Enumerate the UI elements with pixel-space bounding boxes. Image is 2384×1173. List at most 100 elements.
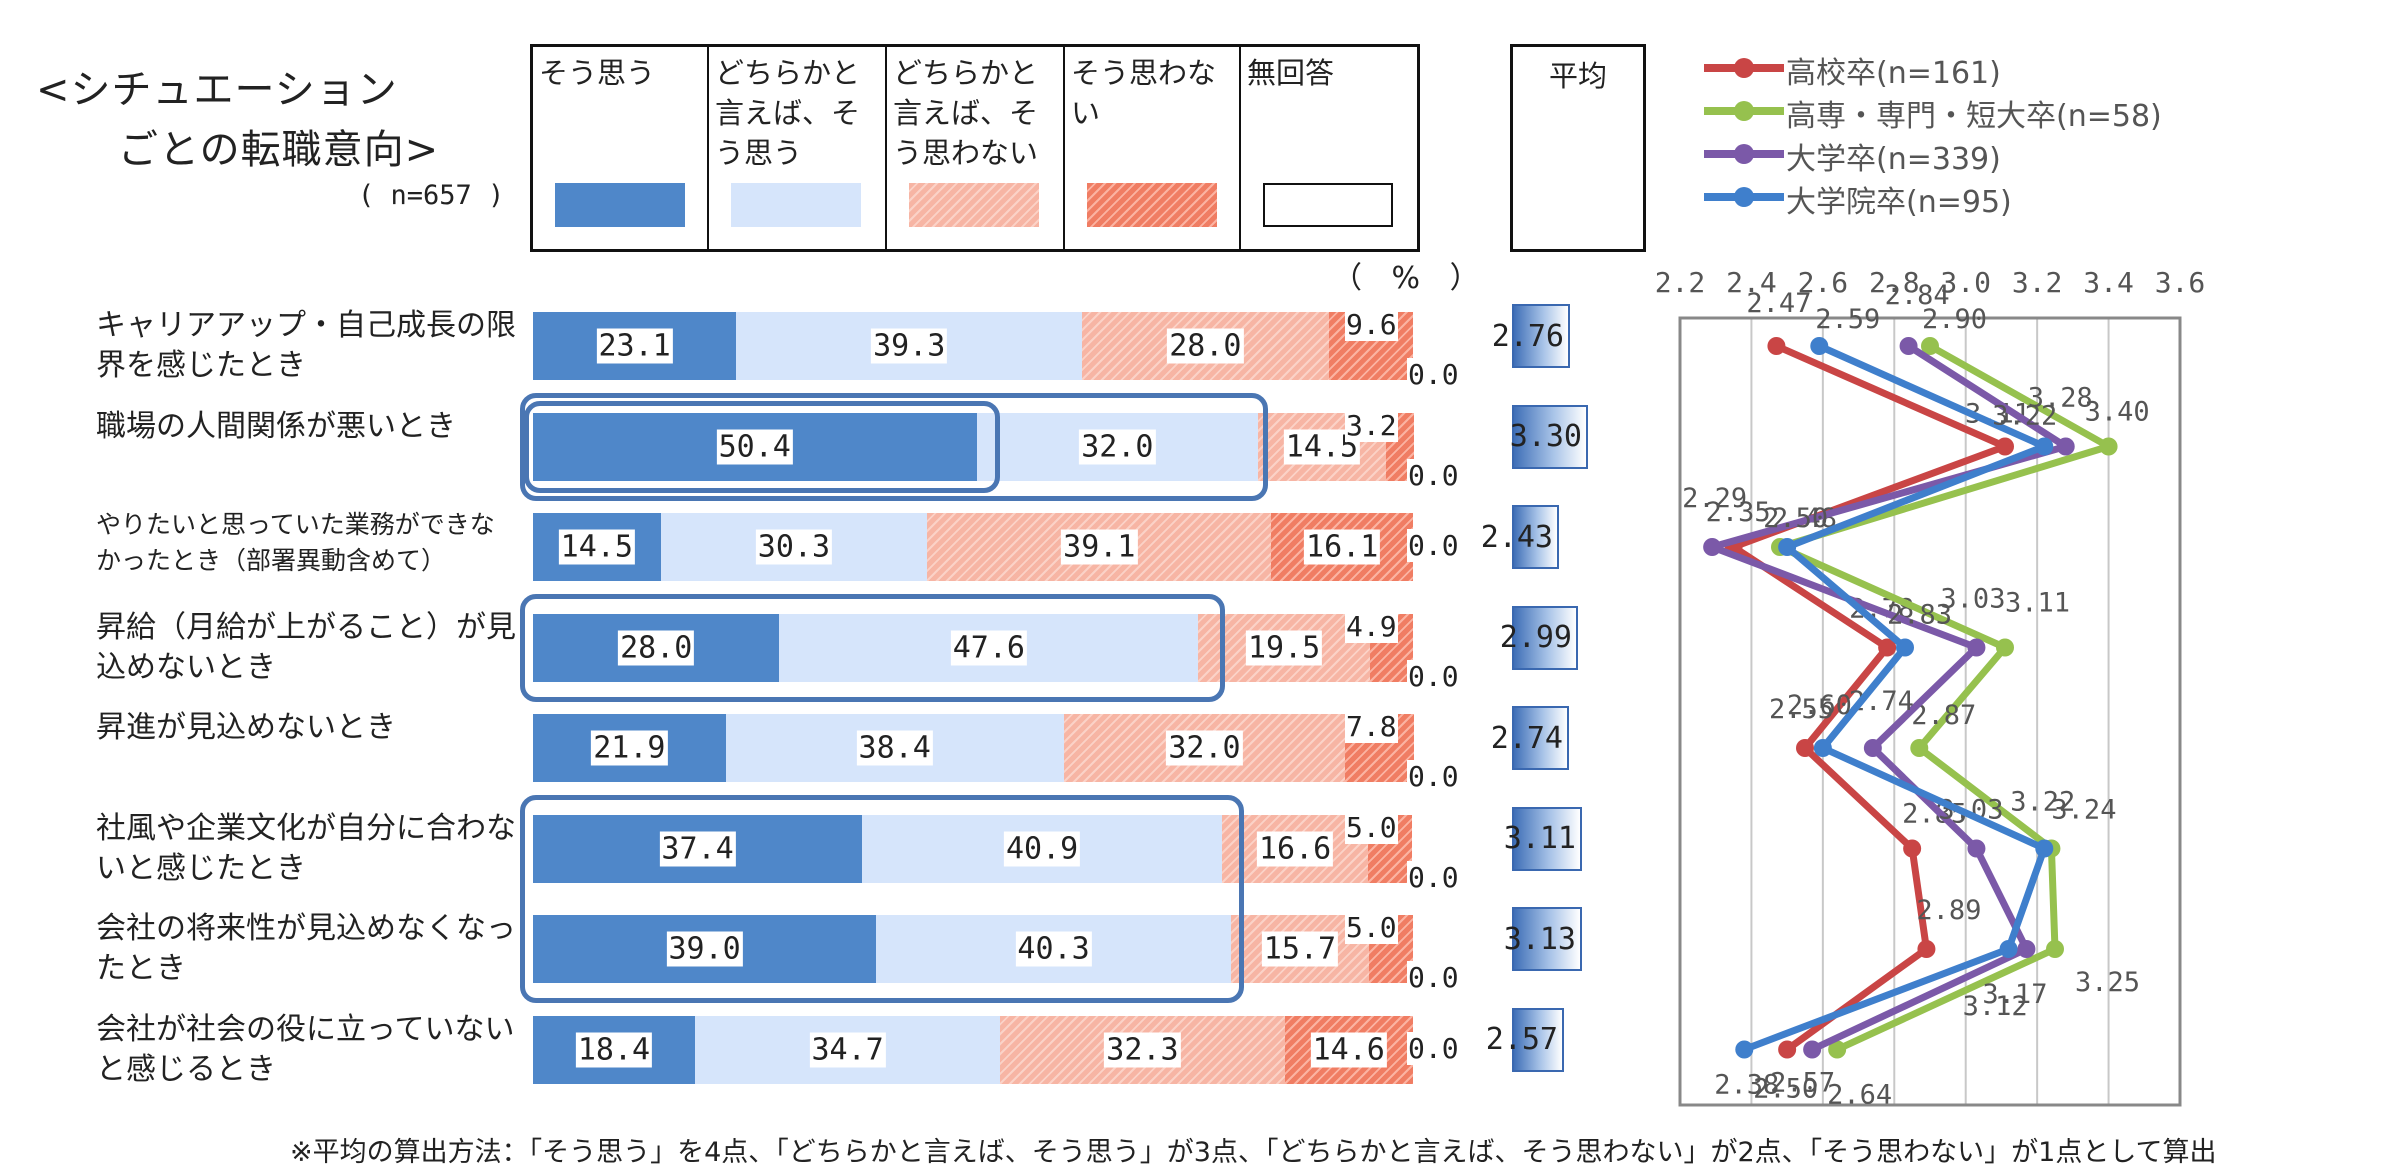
data-label: 2.38 xyxy=(1714,1070,1779,1101)
bar-value-label: 23.1 xyxy=(596,328,673,364)
data-point xyxy=(2099,437,2118,456)
bar-value-label: 14.6 xyxy=(1310,1032,1387,1067)
x-tick-label: 2.4 xyxy=(1726,266,1777,299)
row-label: 昇進が見込めないとき xyxy=(96,710,396,745)
data-label: 2.64 xyxy=(1827,1080,1892,1111)
data-point xyxy=(1813,739,1832,757)
data-label: 2.47 xyxy=(1746,288,1811,319)
legend-swatch xyxy=(731,183,861,227)
average-value: 2.57 xyxy=(1485,1022,1558,1057)
footnote: ※平均の算出方法：「そう思う」を4点、「どちらかと言えば、そう思う」が3点、「ど… xyxy=(290,1137,2217,1168)
stacked-bar: 21.9 38.4 32.0 7.8 0.0 xyxy=(533,710,1460,793)
bar-value-label: 5.0 xyxy=(1345,911,1398,944)
data-label: 2.90 xyxy=(1922,304,1987,335)
bar-value-label: 5.0 xyxy=(1345,810,1398,844)
line-legend-item: 高専・専門・短大卒(n=58) xyxy=(1700,91,2162,134)
line-legend-item: 大学卒(n=339) xyxy=(1700,134,2001,177)
bar-value-label: 30.3 xyxy=(755,529,833,565)
line-legend-label: 大学卒(n=339) xyxy=(1786,142,2001,177)
data-label: 3.12 xyxy=(1963,991,2028,1022)
data-label: 2.60 xyxy=(1787,690,1852,721)
data-point xyxy=(1896,638,1914,657)
data-point xyxy=(2035,437,2054,456)
bar-value-label: 0.0 xyxy=(1407,760,1460,793)
data-label: 3.11 xyxy=(2005,588,2070,619)
data-point xyxy=(1803,1040,1822,1059)
data-point xyxy=(2017,940,2036,958)
row-label: 昇給（月給が上がること）が見込めないとき xyxy=(96,609,516,685)
average-bar: 2.99 xyxy=(1500,605,1578,670)
line-legend-swatch xyxy=(1704,58,1784,78)
legend-swatch xyxy=(1263,183,1393,227)
data-label: 2.84 xyxy=(1885,280,1950,311)
data-label: 3.25 xyxy=(2075,967,2140,998)
bar-value-label: 32.0 xyxy=(1166,730,1243,766)
data-label: 2.50 xyxy=(1763,503,1828,534)
line-legend-label: 高専・専門・短大卒(n=58) xyxy=(1786,99,2162,134)
x-tick-label: 2.2 xyxy=(1655,266,1706,299)
average-value: 3.11 xyxy=(1503,821,1576,856)
data-label: 2.29 xyxy=(1682,483,1747,514)
row-label: 会社が社会の役に立っていないと感じるとき xyxy=(96,1011,515,1087)
average-value: 3.13 xyxy=(1503,921,1576,957)
bar-value-label: 0.0 xyxy=(1407,458,1460,492)
average-header: 平均 xyxy=(1510,44,1646,252)
bar-value-label: 14.5 xyxy=(1283,429,1361,464)
data-label: 3.03 xyxy=(1938,795,2003,826)
highlight-frame xyxy=(520,593,1225,702)
line-legend-item: 高校卒(n=161) xyxy=(1700,48,2001,91)
data-label: 2.87 xyxy=(1911,700,1976,731)
data-label: 2.35 xyxy=(1706,497,1771,528)
line-legend-swatch xyxy=(1704,187,1784,207)
row-label: 職場の人間関係が悪いとき xyxy=(96,408,456,444)
response-legend: そう思う どちらかと言えば、そう思う どちらかと言えば、そう思わない そう思わない 無回… xyxy=(530,44,1420,252)
stacked-bar: 18.4 34.7 32.3 14.6 0.0 xyxy=(533,1015,1460,1084)
legend-item: どちらかと言えば、そう思わない xyxy=(887,47,1065,249)
average-bar: 3.11 xyxy=(1504,806,1582,871)
data-point xyxy=(1917,940,1936,958)
highlight-frame xyxy=(520,392,1268,501)
data-point xyxy=(1910,739,1929,757)
row-label: キャリアアップ・自己成長の限界を感じたとき xyxy=(96,308,516,383)
average-value: 3.30 xyxy=(1509,419,1582,454)
data-label: 2.55 xyxy=(1769,694,1834,725)
data-label: 2.83 xyxy=(1887,600,1952,631)
stacked-bar: 14.5 30.3 39.1 16.1 0.0 xyxy=(533,513,1460,581)
bar-value-label: 16.1 xyxy=(1304,529,1381,565)
average-value: 2.76 xyxy=(1491,318,1564,354)
x-tick-label: 3.4 xyxy=(2083,266,2134,299)
legend-item: そう思う xyxy=(533,47,709,249)
chart-title: <シチュエーション ごとの転職意向> xyxy=(36,67,440,173)
data-point xyxy=(2046,940,2064,958)
row-label: 会社の将来性が見込めなくなったとき xyxy=(96,911,516,986)
bar-value-label: 37.4 xyxy=(659,831,736,866)
average-bar: 2.43 xyxy=(1481,505,1559,569)
data-point xyxy=(1878,638,1897,657)
bar-value-label: 0.0 xyxy=(1407,860,1460,894)
data-label: 3.28 xyxy=(2028,383,2093,414)
average-value: 2.99 xyxy=(1499,620,1572,655)
data-point xyxy=(1903,839,1922,858)
data-point xyxy=(1967,638,1986,657)
data-point xyxy=(1778,1040,1797,1059)
bar-value-label: 39.1 xyxy=(1061,529,1138,565)
data-point xyxy=(1735,1040,1754,1059)
data-point xyxy=(1778,538,1797,556)
data-label: 2.59 xyxy=(1815,304,1880,335)
legend-label: どちらかと言えば、そう思わない xyxy=(893,56,1039,170)
data-label: 3.22 xyxy=(2010,787,2075,818)
data-point xyxy=(1899,337,1918,355)
bar-value-label: 4.9 xyxy=(1345,609,1398,643)
plot-frame xyxy=(1678,316,2182,1107)
legend-swatch xyxy=(1087,183,1217,227)
bar-value-label: 34.7 xyxy=(809,1032,886,1067)
line-legend-label: 大学院卒(n=95) xyxy=(1786,185,2012,220)
bar-value-label: 0.0 xyxy=(1407,659,1460,693)
bar-value-label: 15.7 xyxy=(1261,931,1339,967)
sample-size-note: ( n=657 ) xyxy=(358,180,505,211)
bar-value-label: 32.0 xyxy=(1079,429,1156,464)
data-point xyxy=(1999,940,2018,958)
line-legend-label: 高校卒(n=161) xyxy=(1786,56,2001,91)
data-label: 3.17 xyxy=(1982,979,2047,1010)
x-tick-label: 3.0 xyxy=(1940,266,1991,299)
